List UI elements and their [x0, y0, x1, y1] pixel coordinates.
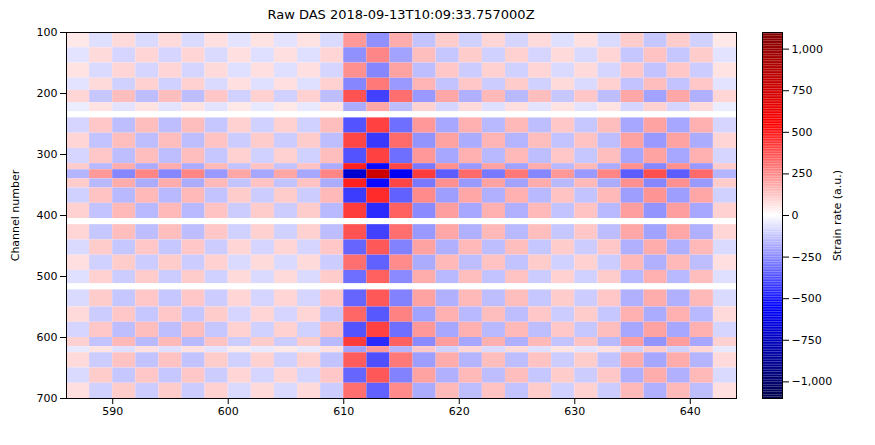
html-text:Raw DAS 2018-09-13T10:09:33.75: Raw DAS 2018-09-13T10:09:33.757000Z — [267, 7, 535, 22]
svg-text:500: 500 — [792, 126, 813, 139]
svg-text:Strain rate (a.u.): Strain rate (a.u.) — [831, 170, 844, 261]
svg-text:700: 700 — [37, 392, 58, 405]
svg-text:620: 620 — [449, 405, 470, 418]
svg-text:610: 610 — [333, 405, 354, 418]
svg-text:600: 600 — [37, 331, 58, 344]
svg-text:Channel number: Channel number — [9, 169, 22, 261]
svg-text:640: 640 — [680, 405, 701, 418]
svg-text:100: 100 — [37, 26, 58, 39]
svg-text:−500: −500 — [792, 292, 822, 305]
svg-text:590: 590 — [102, 405, 123, 418]
svg-text:600: 600 — [218, 405, 239, 418]
svg-text:200: 200 — [37, 87, 58, 100]
svg-text:500: 500 — [37, 270, 58, 283]
svg-text:−750: −750 — [792, 334, 822, 347]
svg-text:1,000: 1,000 — [792, 43, 824, 56]
svg-text:630: 630 — [564, 405, 585, 418]
svg-text:250: 250 — [792, 167, 813, 180]
svg-text:−1,000: −1,000 — [792, 375, 833, 388]
svg-text:−250: −250 — [792, 251, 822, 264]
svg-text:750: 750 — [792, 84, 813, 97]
svg-text:300: 300 — [37, 148, 58, 161]
svg-text:400: 400 — [37, 209, 58, 222]
svg-text:0: 0 — [792, 209, 799, 222]
